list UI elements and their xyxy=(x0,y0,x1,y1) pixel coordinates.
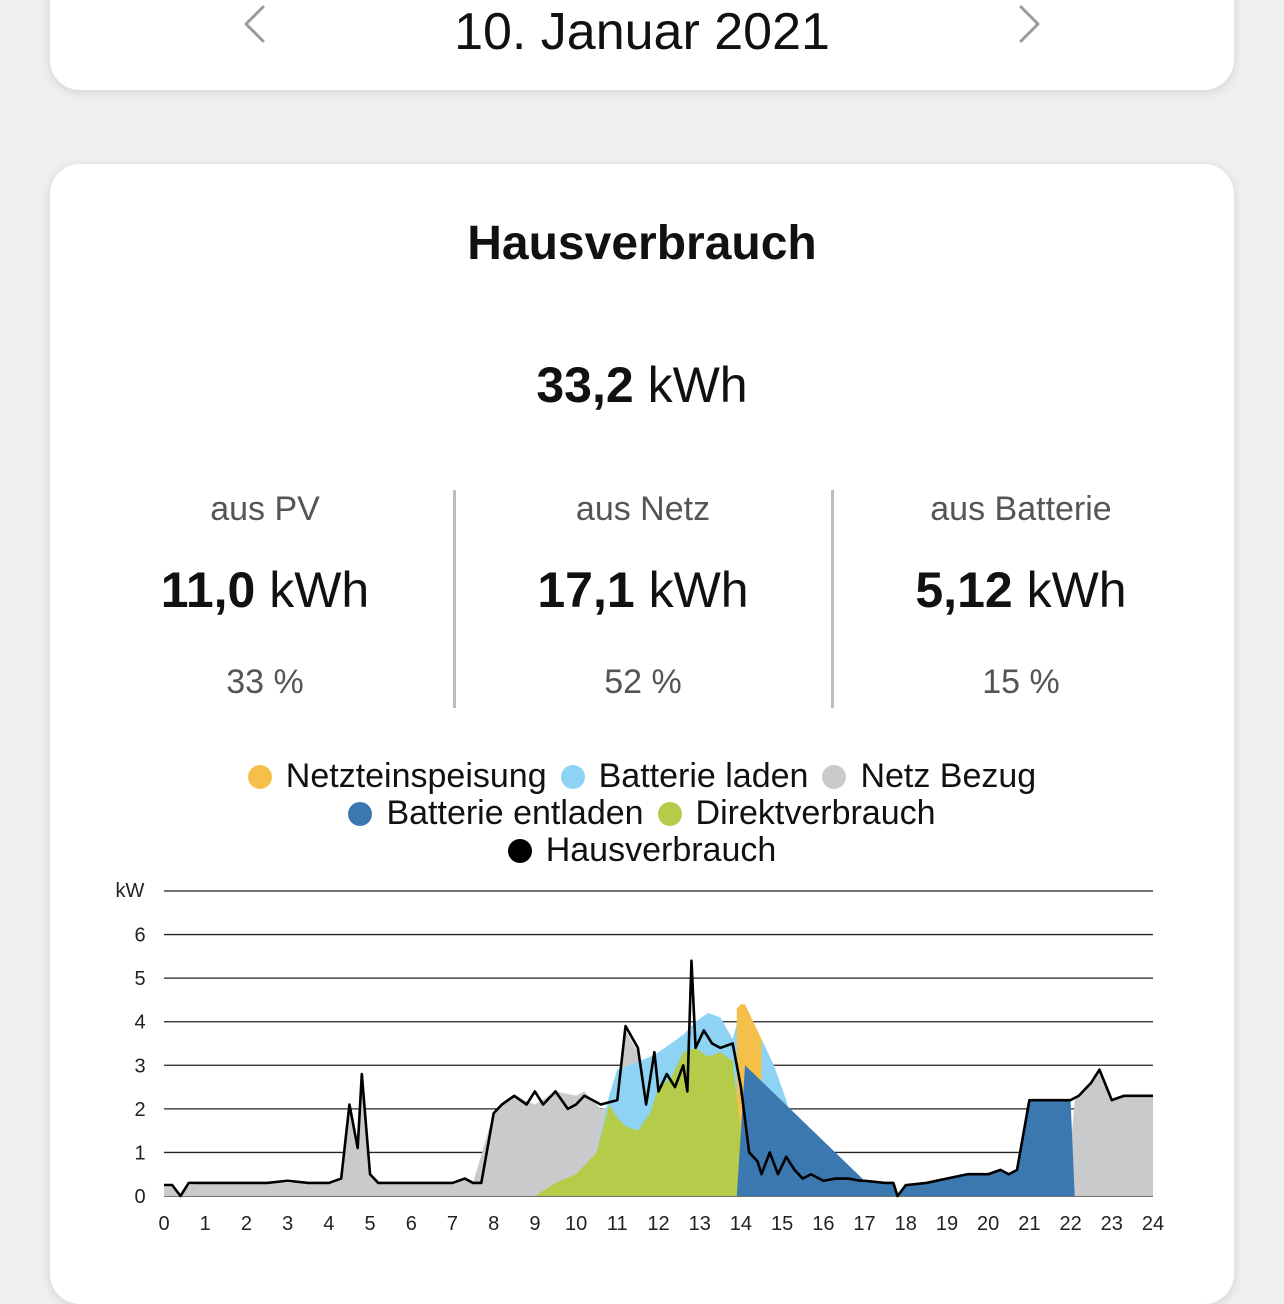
source-percent: 52 % xyxy=(604,663,682,701)
x-tick-label: 21 xyxy=(1018,1213,1040,1235)
total-consumption: 33,2 kWh xyxy=(50,356,1234,414)
source-netz: aus Netz 17,1 kWh 52 % xyxy=(453,490,833,702)
source-value-number: 5,12 xyxy=(915,562,1013,618)
source-value-number: 17,1 xyxy=(537,562,635,618)
legend-item-batterie-entladen[interactable]: Batterie entladen xyxy=(348,794,644,832)
source-label: aus PV xyxy=(210,490,320,528)
series-area-batterie-entladen xyxy=(736,1065,1075,1196)
legend-label: Direktverbrauch xyxy=(695,794,936,832)
y-tick-label: 2 xyxy=(134,1099,145,1121)
x-tick-label: 10 xyxy=(565,1213,587,1235)
date-card: 10. Januar 2021 xyxy=(50,0,1234,90)
x-tick-label: 14 xyxy=(730,1213,752,1235)
legend-dot xyxy=(247,764,272,789)
y-tick-label: 4 xyxy=(134,1012,145,1034)
x-tick-label: 15 xyxy=(771,1213,793,1235)
x-tick-label: 6 xyxy=(406,1213,417,1235)
x-tick-label: 16 xyxy=(812,1213,834,1235)
legend-label: Netz Bezug xyxy=(860,757,1037,795)
source-value-number: 11,0 xyxy=(160,562,256,618)
legend-dot xyxy=(822,764,847,789)
x-tick-label: 17 xyxy=(853,1213,875,1235)
chart-legend: Netzteinspeisung Batterie laden Netz Bez… xyxy=(50,758,1234,869)
consumption-card: Hausverbrauch 33,2 kWh aus PV 11,0 kWh 3… xyxy=(50,164,1234,1304)
y-tick-label: 6 xyxy=(134,925,145,947)
legend-label: Batterie laden xyxy=(598,757,809,795)
legend-dot xyxy=(657,801,682,826)
source-label: aus Batterie xyxy=(930,490,1112,528)
y-tick-label: 0 xyxy=(134,1186,145,1208)
divider xyxy=(831,490,834,708)
x-tick-label: 2 xyxy=(241,1213,252,1235)
x-tick-label: 19 xyxy=(936,1213,958,1235)
x-tick-label: 11 xyxy=(607,1213,628,1235)
x-tick-label: 5 xyxy=(364,1213,375,1235)
y-axis-label: kW xyxy=(116,880,145,902)
x-tick-label: 20 xyxy=(977,1213,999,1235)
x-tick-label: 24 xyxy=(1142,1213,1164,1235)
x-tick-label: 18 xyxy=(895,1213,917,1235)
source-batterie: aus Batterie 5,12 kWh 15 % xyxy=(831,490,1211,702)
x-tick-label: 4 xyxy=(323,1213,334,1235)
series-line-hausverbrauch xyxy=(164,959,1153,1198)
legend-item-netzeinspeisung[interactable]: Netzteinspeisung xyxy=(247,757,547,795)
total-unit: kWh xyxy=(647,357,748,413)
legend-item-hausverbrauch[interactable]: Hausverbrauch xyxy=(507,831,777,869)
legend-item-netz-bezug[interactable]: Netz Bezug xyxy=(822,758,1036,795)
y-tick-label: 3 xyxy=(134,1055,145,1077)
total-value: 33,2 xyxy=(536,357,634,413)
source-value-unit: kWh xyxy=(269,562,370,618)
source-value-unit: kWh xyxy=(1026,562,1127,618)
legend-dot xyxy=(507,838,532,863)
x-tick-label: 0 xyxy=(158,1213,169,1235)
source-label: aus Netz xyxy=(575,490,711,528)
source-value: 11,0 kWh xyxy=(75,561,455,619)
x-tick-label: 1 xyxy=(200,1213,211,1235)
source-pv: aus PV 11,0 kWh 33 % xyxy=(75,490,455,702)
legend-label: Netzteinspeisung xyxy=(285,757,547,795)
chevron-right-icon xyxy=(1019,5,1040,43)
x-tick-label: 7 xyxy=(447,1213,458,1235)
y-tick-label: 1 xyxy=(134,1142,145,1164)
x-tick-label: 9 xyxy=(529,1213,540,1235)
legend-dot xyxy=(348,801,373,826)
x-tick-label: 23 xyxy=(1101,1213,1123,1235)
next-day-button[interactable] xyxy=(1010,4,1050,44)
previous-day-button[interactable] xyxy=(234,4,274,44)
legend-label: Hausverbrauch xyxy=(545,831,777,869)
x-tick-label: 12 xyxy=(647,1213,669,1235)
legend-item-direktverbrauch[interactable]: Direktverbrauch xyxy=(657,794,936,832)
x-tick-label: 13 xyxy=(689,1213,711,1235)
y-tick-label: 5 xyxy=(134,968,145,990)
source-value-unit: kWh xyxy=(648,562,749,618)
legend-label: Batterie entladen xyxy=(386,794,644,832)
legend-dot xyxy=(560,764,585,789)
date-title: 10. Januar 2021 xyxy=(454,3,830,61)
chevron-left-icon xyxy=(244,5,265,43)
series-area-direktverbrauch xyxy=(534,1047,865,1196)
x-tick-label: 8 xyxy=(488,1213,499,1235)
source-value: 5,12 kWh xyxy=(831,561,1211,619)
source-value: 17,1 kWh xyxy=(453,561,833,619)
source-percent: 33 % xyxy=(226,663,304,701)
legend-item-batterie-laden[interactable]: Batterie laden xyxy=(560,757,809,795)
divider xyxy=(453,490,456,708)
x-tick-label: 22 xyxy=(1059,1213,1081,1235)
consumption-chart: 0 1 2 3 4 5 6 7 8 9 10 11 12 13 14 15 16 17 18 19 20 21 22 23 24… xyxy=(116,880,1165,1235)
x-tick-label: 3 xyxy=(282,1213,293,1235)
card-title: Hausverbrauch xyxy=(467,217,817,270)
source-percent: 15 % xyxy=(982,663,1060,701)
